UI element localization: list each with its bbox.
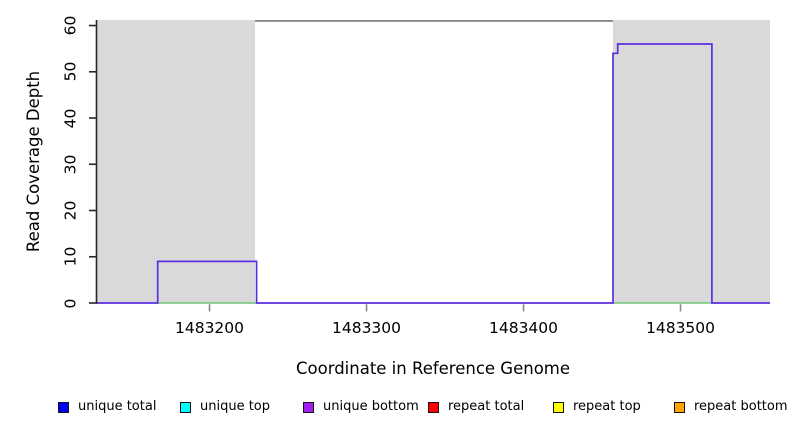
legend-swatch-icon bbox=[553, 401, 564, 413]
legend-label: unique bottom bbox=[323, 399, 419, 414]
y-tick-label: 10 bbox=[61, 246, 80, 267]
legend-label: repeat total bbox=[448, 399, 525, 414]
x-tick-label: 1483200 bbox=[174, 319, 245, 337]
legend-item-repeat-top: repeat top bbox=[553, 398, 641, 416]
x-axis-title: Coordinate in Reference Genome bbox=[295, 359, 571, 378]
x-tick-label: 1483500 bbox=[645, 319, 716, 337]
legend-swatch-icon bbox=[428, 401, 439, 413]
legend-swatch-icon bbox=[58, 401, 69, 413]
legend-label: repeat top bbox=[573, 399, 641, 414]
legend-item-repeat-total: repeat total bbox=[428, 398, 524, 416]
legend-label: repeat bottom bbox=[694, 399, 788, 414]
legend-item-repeat-bottom: repeat bottom bbox=[674, 398, 788, 416]
y-tick-label: 30 bbox=[61, 154, 80, 175]
legend-item-unique-top: unique top bbox=[180, 398, 270, 416]
y-tick-label: 60 bbox=[61, 15, 80, 36]
x-tick-label: 1483400 bbox=[488, 319, 559, 337]
y-tick-label: 50 bbox=[61, 61, 80, 82]
legend-label: unique total bbox=[78, 399, 157, 414]
legend-label: unique top bbox=[200, 399, 271, 414]
x-tick-label: 1483300 bbox=[331, 319, 402, 337]
legend-swatch-icon bbox=[180, 401, 191, 413]
legend-swatch-icon bbox=[303, 401, 314, 413]
y-tick-label: 40 bbox=[61, 108, 80, 128]
y-axis-title: Read Coverage Depth bbox=[24, 70, 43, 253]
y-tick-label: 0 bbox=[61, 298, 80, 308]
y-tick-label: 20 bbox=[61, 200, 80, 221]
legend-swatch-icon bbox=[674, 401, 685, 413]
legend-item-unique-bottom: unique bottom bbox=[303, 398, 419, 416]
legend-item-unique-total: unique total bbox=[58, 398, 156, 416]
